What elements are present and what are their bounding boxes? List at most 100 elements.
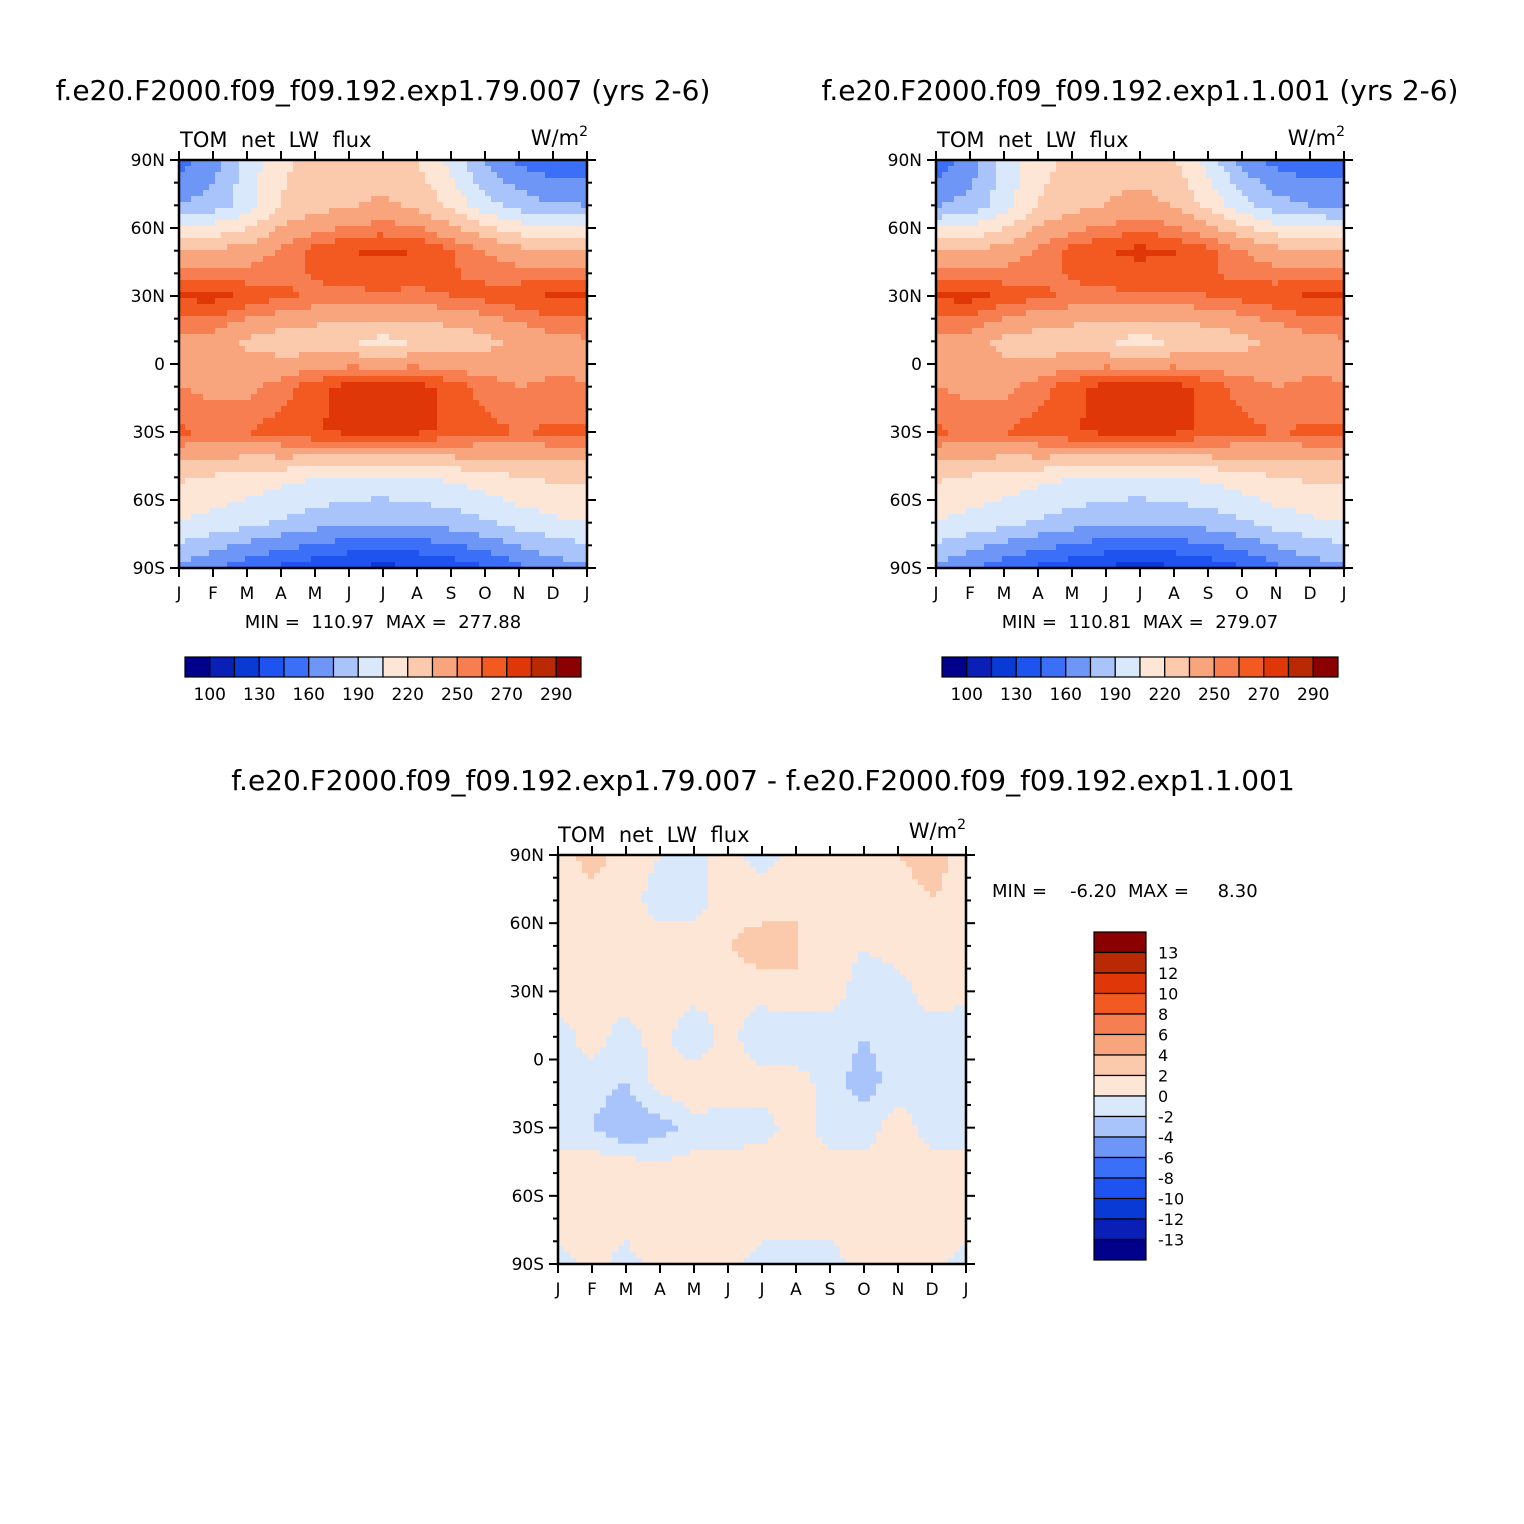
heatmap-cell xyxy=(569,340,576,347)
heatmap-cell xyxy=(287,406,294,413)
heatmap-cell xyxy=(509,394,516,401)
heatmap-cell xyxy=(473,430,480,437)
heatmap-cell xyxy=(395,448,402,455)
heatmap-cell xyxy=(329,232,336,239)
heatmap-cell xyxy=(335,166,342,173)
heatmap-cell xyxy=(299,304,306,311)
heatmap-cell xyxy=(287,364,294,371)
heatmap-cell xyxy=(443,244,450,251)
heatmap-cell xyxy=(371,424,378,431)
heatmap-cell xyxy=(197,358,204,365)
heatmap-cell xyxy=(227,280,234,287)
heatmap-cell xyxy=(293,268,300,275)
heatmap-cell xyxy=(371,550,378,557)
heatmap-cell xyxy=(437,376,444,383)
heatmap-cell xyxy=(449,184,456,191)
heatmap-cell xyxy=(1284,166,1291,173)
heatmap-cell xyxy=(245,238,252,245)
heatmap-cell xyxy=(569,226,576,233)
heatmap-cell xyxy=(533,328,540,335)
heatmap-cell xyxy=(473,496,480,503)
heatmap-cell xyxy=(377,166,384,173)
heatmap-cell xyxy=(509,460,516,467)
heatmap-cell xyxy=(323,238,330,245)
heatmap-cell xyxy=(557,286,564,293)
heatmap-cell xyxy=(449,430,456,437)
heatmap-cell xyxy=(281,556,288,563)
heatmap-cell xyxy=(407,292,414,299)
heatmap-cell xyxy=(263,238,270,245)
heatmap-cell xyxy=(311,286,318,293)
heatmap-cell xyxy=(545,178,552,185)
heatmap-cell xyxy=(401,286,408,293)
heatmap-cell xyxy=(473,226,480,233)
heatmap-cell xyxy=(305,508,312,515)
heatmap-cell xyxy=(239,190,246,197)
heatmap-cell xyxy=(1014,172,1021,179)
heatmap-cell xyxy=(299,538,306,545)
heatmap-cell xyxy=(461,196,468,203)
heatmap-cell xyxy=(209,490,216,497)
heatmap-cell xyxy=(491,442,498,449)
heatmap-cell xyxy=(365,316,372,323)
heatmap-cell xyxy=(383,448,390,455)
heatmap-cell xyxy=(443,472,450,479)
heatmap-cell xyxy=(221,298,228,305)
heatmap-cell xyxy=(341,214,348,221)
heatmap-cell xyxy=(503,274,510,281)
heatmap-cell xyxy=(431,280,438,287)
heatmap-cell xyxy=(527,160,534,167)
heatmap-cell xyxy=(185,400,192,407)
heatmap-cell xyxy=(449,376,456,383)
heatmap-cell xyxy=(431,400,438,407)
heatmap-cell xyxy=(329,472,336,479)
heatmap-cell xyxy=(239,520,246,527)
heatmap-cell xyxy=(1302,160,1309,167)
heatmap-cell xyxy=(221,262,228,269)
heatmap-cell xyxy=(431,544,438,551)
heatmap-cell xyxy=(503,484,510,491)
heatmap-cell xyxy=(509,358,516,365)
heatmap-cell xyxy=(179,274,186,281)
heatmap-cell xyxy=(263,190,270,197)
heatmap-cell xyxy=(341,220,348,227)
heatmap-cell xyxy=(1128,160,1135,167)
heatmap-cell xyxy=(533,220,540,227)
heatmap-cell xyxy=(557,346,564,353)
y-tick-label: 60N xyxy=(131,219,165,239)
heatmap-cell xyxy=(515,256,522,263)
heatmap-cell xyxy=(293,550,300,557)
heatmap-cell xyxy=(227,448,234,455)
heatmap-cell xyxy=(437,304,444,311)
heatmap-cell xyxy=(323,280,330,287)
heatmap-cell xyxy=(485,298,492,305)
heatmap-cell xyxy=(203,208,210,215)
heatmap-cell xyxy=(569,496,576,503)
heatmap-cell xyxy=(515,412,522,419)
heatmap-cell xyxy=(443,454,450,461)
heatmap-cell xyxy=(347,316,354,323)
heatmap-cell xyxy=(455,220,462,227)
heatmap-cell xyxy=(509,538,516,545)
heatmap-cell xyxy=(563,442,570,449)
heatmap-cell xyxy=(263,196,270,203)
heatmap-cell xyxy=(575,346,582,353)
heatmap-cell xyxy=(521,544,528,551)
heatmap-cell xyxy=(359,544,366,551)
heatmap-cell xyxy=(281,376,288,383)
heatmap-cell xyxy=(491,538,498,545)
heatmap-cell xyxy=(521,364,528,371)
heatmap-cell xyxy=(371,364,378,371)
heatmap-cell xyxy=(251,238,258,245)
heatmap-cell xyxy=(413,352,420,359)
heatmap-cell xyxy=(563,346,570,353)
heatmap-cell xyxy=(341,466,348,473)
heatmap-cell xyxy=(395,286,402,293)
heatmap-cell xyxy=(257,322,264,329)
heatmap-cell xyxy=(275,412,282,419)
heatmap-cell xyxy=(497,334,504,341)
heatmap-cell xyxy=(419,520,426,527)
heatmap-cell xyxy=(329,226,336,233)
heatmap-cell xyxy=(287,424,294,431)
heatmap-cell xyxy=(473,220,480,227)
